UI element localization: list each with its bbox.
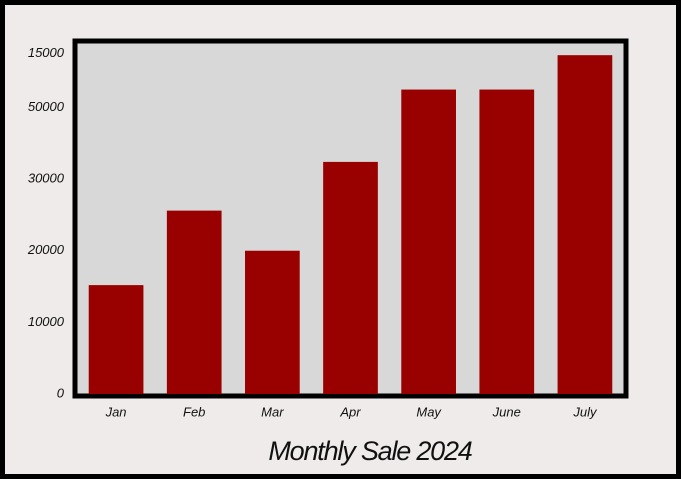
- bar: [88, 285, 144, 394]
- bar: [245, 250, 300, 394]
- y-tick-label: 50000: [28, 99, 65, 114]
- x-tick-label: June: [492, 404, 521, 419]
- bar: [323, 161, 378, 394]
- x-tick-label: Apr: [339, 404, 361, 419]
- chart-title: Monthly Sale 2024: [268, 436, 471, 466]
- x-tick-label: May: [416, 404, 442, 419]
- bar: [557, 55, 613, 394]
- x-tick-label: July: [572, 404, 598, 419]
- x-tick-label: Mar: [261, 404, 284, 419]
- bar: [166, 210, 222, 394]
- x-tick-label: Jan: [105, 404, 127, 419]
- bar: [479, 89, 535, 395]
- y-tick-label: 15000: [28, 45, 65, 60]
- bar: [401, 89, 456, 395]
- x-tick-label: Feb: [183, 404, 205, 419]
- y-tick-label: 0: [57, 385, 65, 400]
- y-tick-label: 20000: [27, 242, 65, 257]
- y-tick-label: 30000: [28, 171, 65, 186]
- y-tick-label: 10000: [28, 314, 65, 329]
